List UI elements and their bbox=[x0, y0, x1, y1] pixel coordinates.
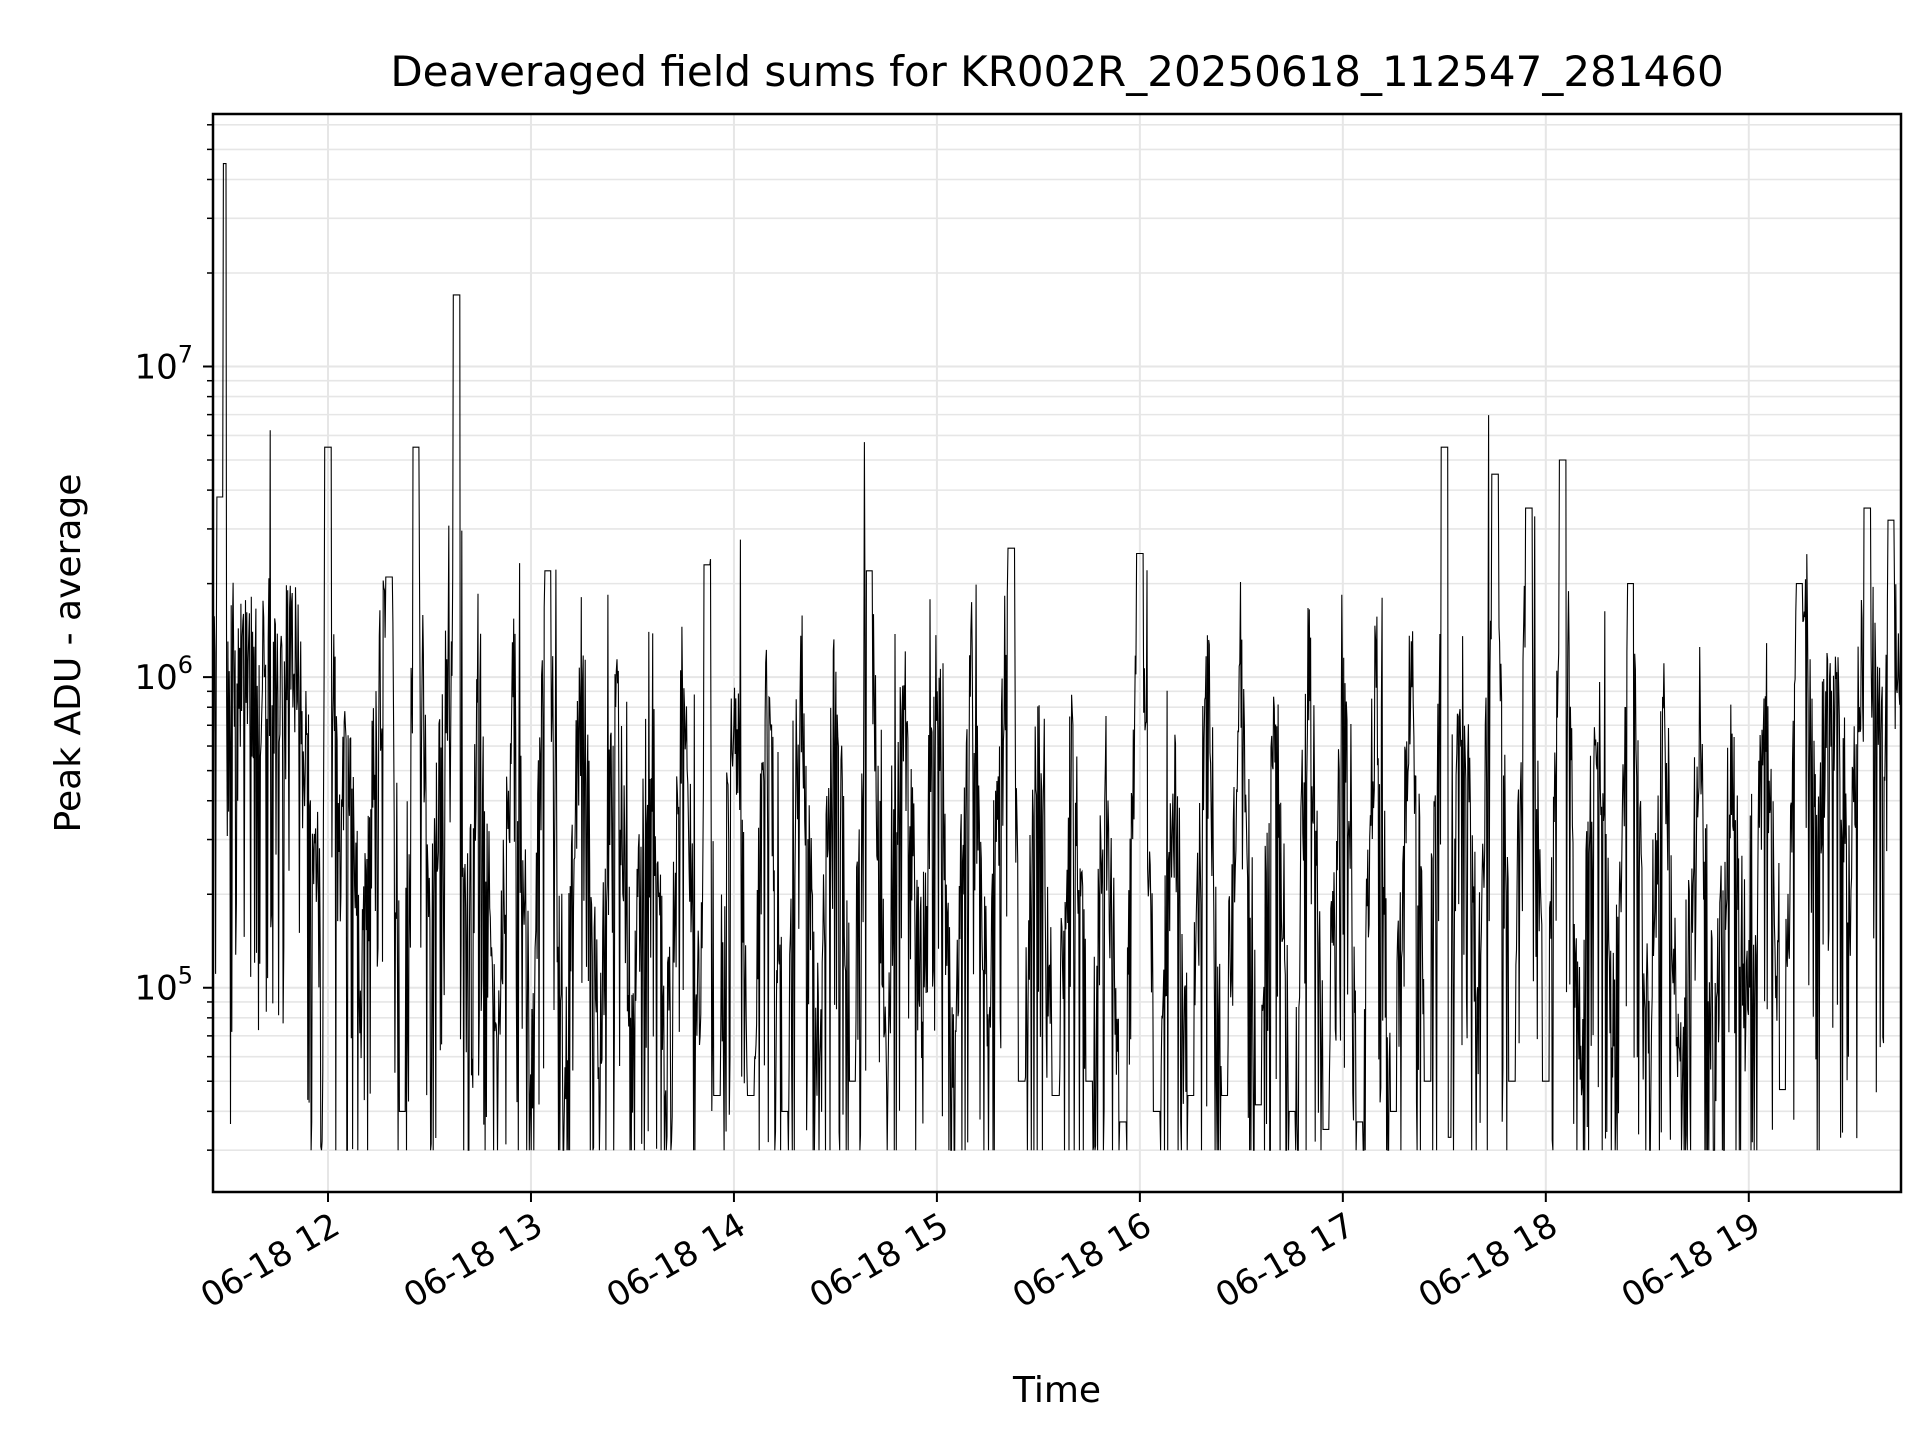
y-axis-ticks: 105 106 107 bbox=[134, 124, 213, 1151]
y-axis-label: Peak ADU - average bbox=[48, 474, 89, 833]
x-axis-label: Time bbox=[1012, 1370, 1101, 1411]
y-tick-label: 105 bbox=[134, 962, 193, 1009]
series-line bbox=[213, 163, 1901, 1151]
y-tick-label: 106 bbox=[134, 651, 193, 698]
plot-frame bbox=[211, 112, 1903, 1194]
series-layer bbox=[213, 163, 1901, 1151]
y-tick-label: 107 bbox=[134, 341, 193, 388]
chart-title: Deaveraged field sums for KR002R_2025061… bbox=[390, 47, 1723, 96]
